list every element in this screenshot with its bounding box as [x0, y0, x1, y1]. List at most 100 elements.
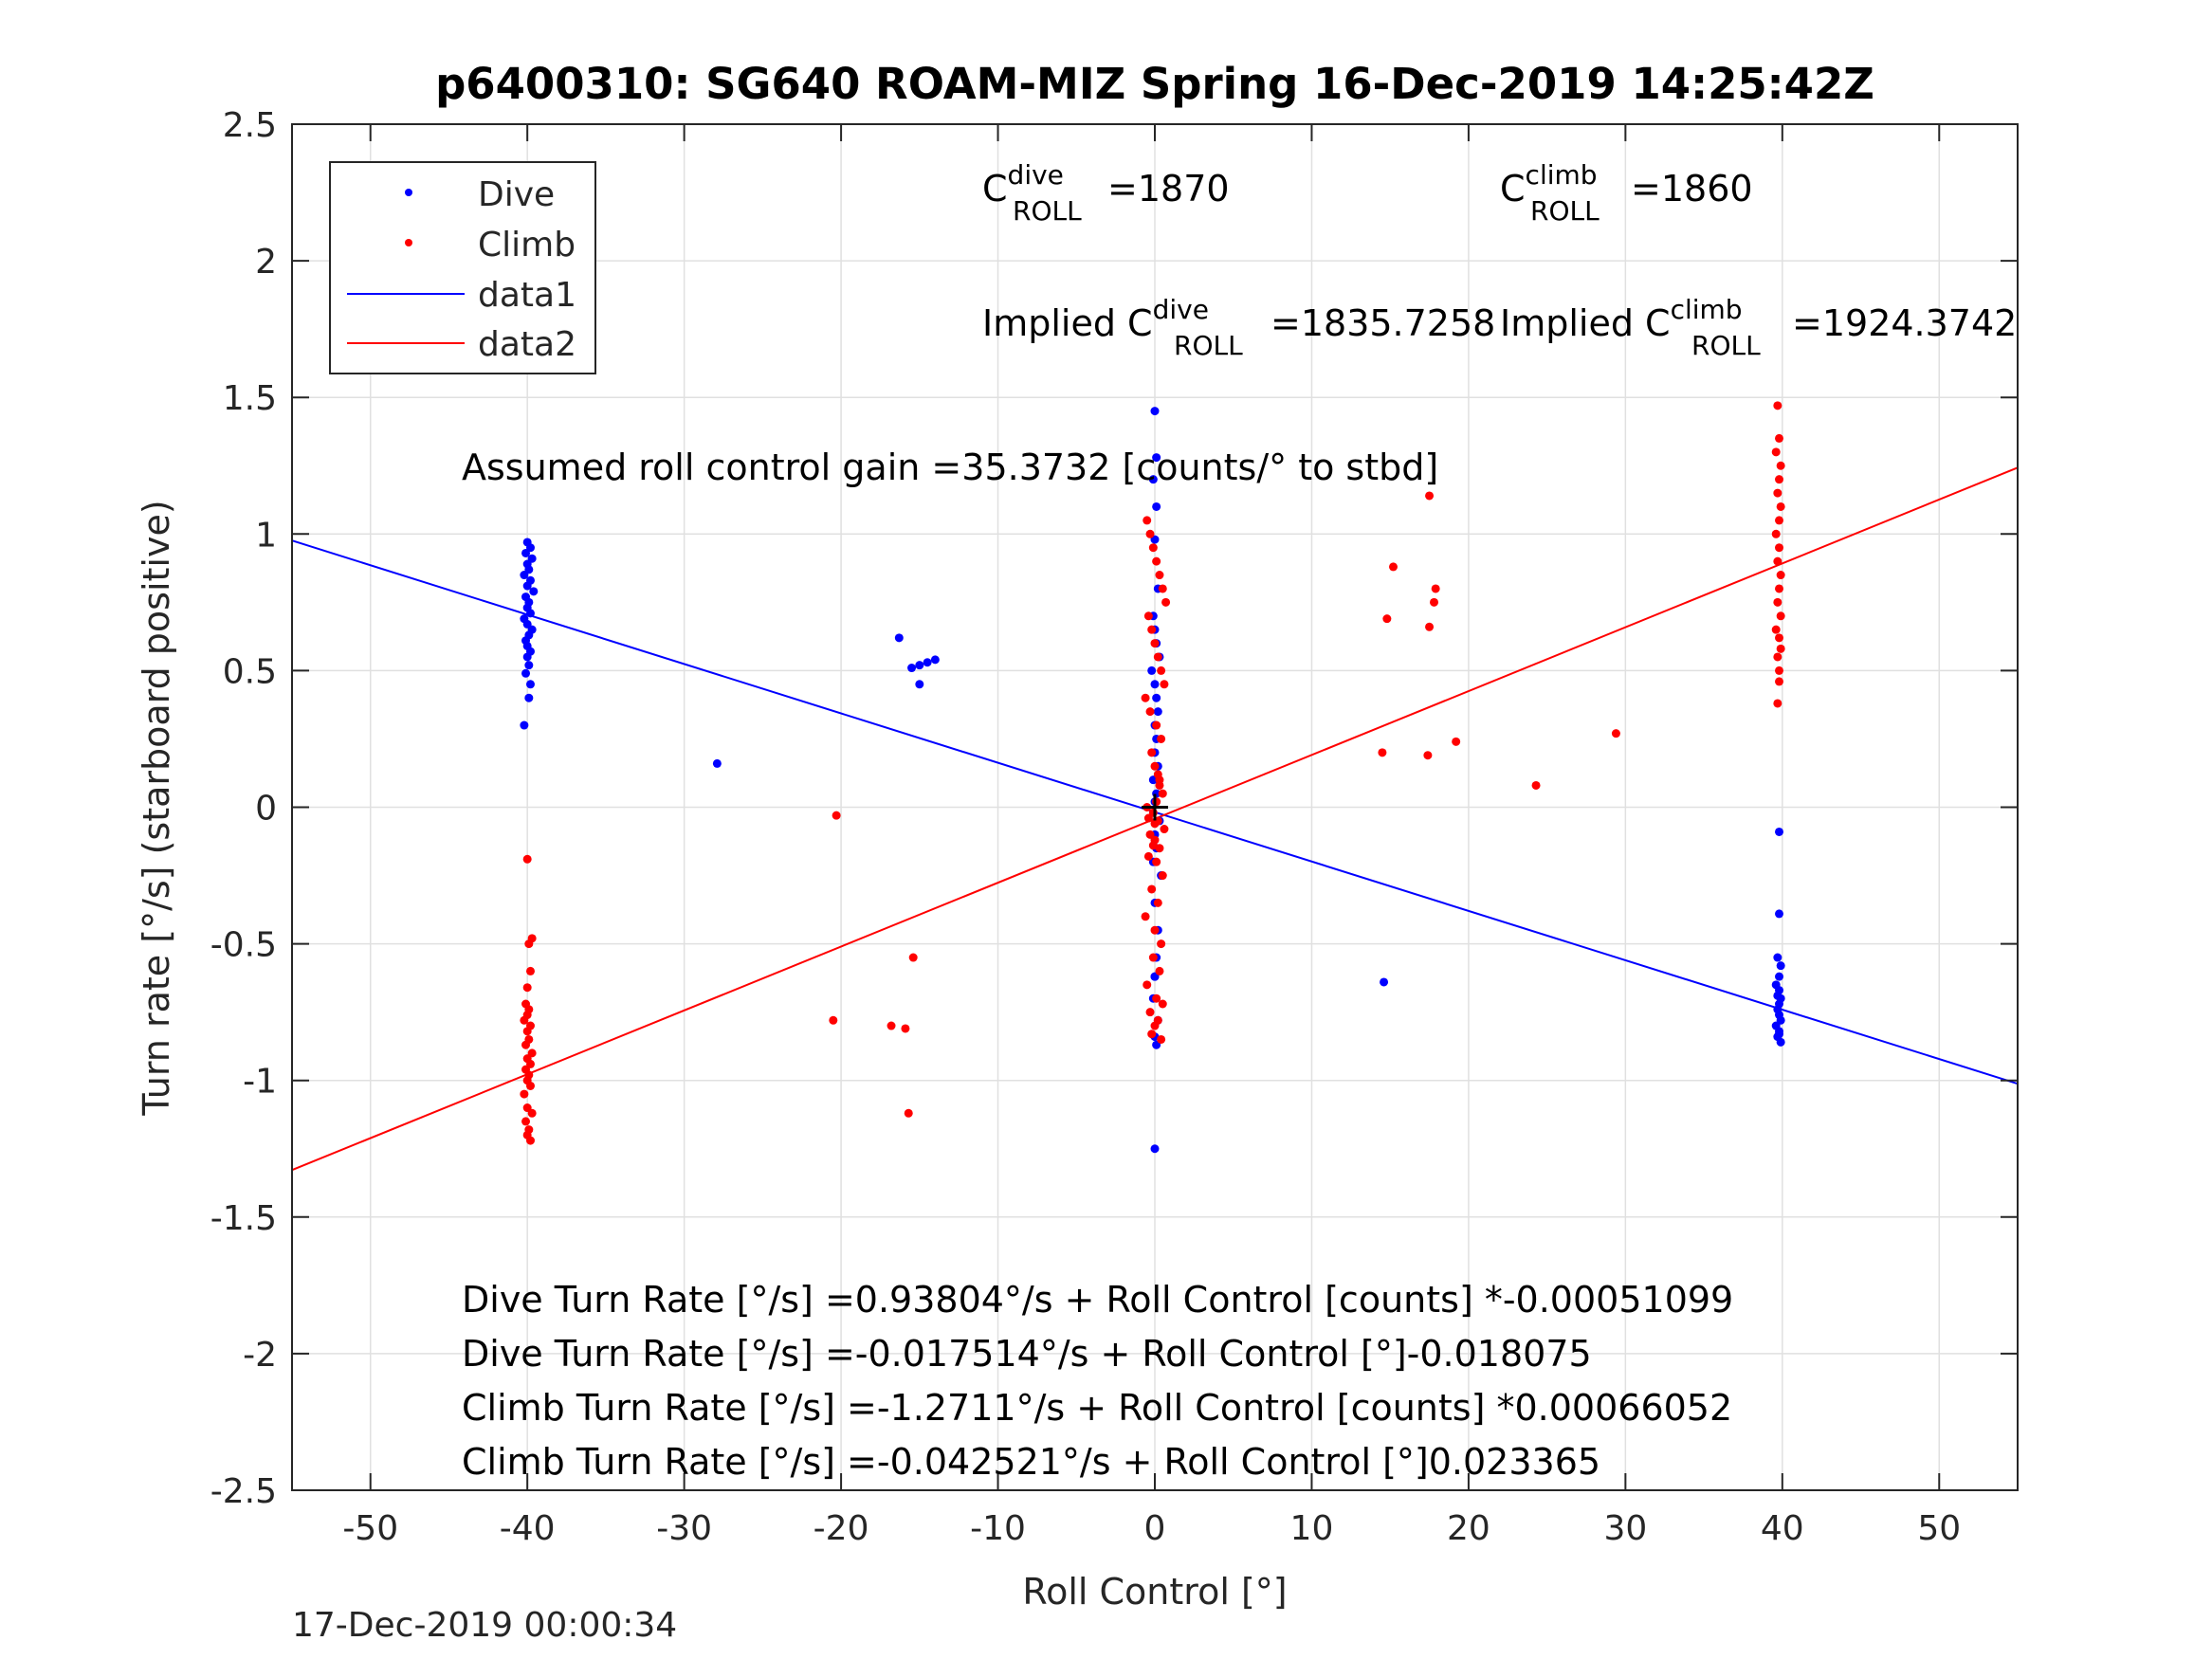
- y-tick-label: 1.5: [223, 379, 277, 418]
- climb-point: [1158, 871, 1167, 881]
- climb-point: [1141, 912, 1150, 921]
- implied-dive-value: =1835.7258: [1271, 302, 1495, 344]
- implied-climb-annotation: Implied Cclimb ROLL =1924.3742: [1500, 294, 2017, 361]
- climb-point: [1141, 693, 1150, 702]
- y-tick-label: -2: [243, 1336, 277, 1375]
- implied-climb-sup: climb: [1671, 294, 1743, 325]
- climb-point: [1145, 529, 1155, 538]
- c-climb-sub: ROLL: [1530, 195, 1600, 227]
- climb-point: [1158, 789, 1167, 798]
- climb-point: [1150, 761, 1160, 771]
- climb-point: [1158, 584, 1167, 593]
- climb-point: [1773, 556, 1782, 566]
- climb-point: [524, 1034, 534, 1044]
- climb-point: [904, 1108, 913, 1118]
- climb-point: [1152, 556, 1161, 566]
- climb-point: [1143, 813, 1153, 823]
- gain-annotation: Assumed roll control gain =35.3732 [coun…: [462, 447, 1438, 488]
- dive-point: [521, 548, 531, 557]
- dive-point: [520, 720, 529, 730]
- dive-point: [915, 680, 924, 689]
- y-tick-label: -1: [243, 1063, 277, 1102]
- climb-point: [1150, 639, 1160, 648]
- x-tick-label: 0: [1144, 1509, 1166, 1548]
- c-climb-annotation: Cclimb ROLL =1860: [1500, 159, 1753, 227]
- climb-point: [1773, 488, 1782, 498]
- implied-climb-base: Implied C: [1500, 302, 1671, 344]
- climb-point: [1148, 953, 1158, 962]
- climb-point: [1143, 516, 1152, 525]
- c-climb-value: =1860: [1631, 168, 1753, 210]
- climb-point: [1382, 614, 1392, 624]
- c-dive-annotation: Cdive ROLL =1870: [982, 159, 1230, 227]
- legend-climb-marker: [405, 239, 412, 246]
- origin-marker: [1142, 793, 1168, 821]
- legend-box: [329, 161, 596, 374]
- c-dive-sub: ROLL: [1013, 195, 1082, 227]
- y-tick-label: 2.5: [223, 106, 277, 145]
- dive-point: [1775, 909, 1784, 919]
- climb-point: [1150, 925, 1160, 935]
- climb-point: [1452, 737, 1461, 746]
- climb-point: [1147, 748, 1157, 757]
- climb-point: [522, 983, 532, 993]
- climb-point: [1775, 633, 1784, 643]
- dive-point: [1153, 707, 1162, 717]
- dive-point: [1150, 1144, 1160, 1154]
- dive-point: [522, 652, 532, 662]
- legend-dive-marker: [405, 189, 412, 196]
- equation-2: Dive Turn Rate [°/s] =-0.017514°/s + Rol…: [462, 1333, 1592, 1375]
- climb-point: [1147, 884, 1157, 894]
- implied-climb-sub: ROLL: [1691, 330, 1761, 361]
- implied-dive-annotation: Implied Cdive ROLL =1835.7258: [982, 294, 1495, 361]
- axis-ticks: [292, 123, 2018, 1491]
- climb-point: [1773, 597, 1782, 607]
- dive-point: [930, 655, 940, 665]
- climb-point: [1152, 720, 1161, 730]
- climb-point: [1378, 748, 1387, 757]
- climb-point: [522, 1103, 532, 1113]
- c-climb-sup: climb: [1526, 159, 1598, 191]
- climb-point: [1773, 699, 1782, 708]
- dive-point: [1775, 1030, 1784, 1039]
- c-climb-base: C: [1500, 168, 1526, 210]
- x-tick-label: -40: [500, 1509, 556, 1548]
- y-tick-label: -0.5: [210, 926, 277, 965]
- climb-point: [1776, 571, 1785, 580]
- climb-point: [1155, 571, 1164, 580]
- dive-point: [1380, 977, 1389, 987]
- climb-point: [1145, 707, 1155, 717]
- legend-climb-label: Climb: [478, 226, 576, 264]
- climb-point: [1425, 622, 1435, 631]
- legend: Dive Climb data1 data2: [329, 161, 596, 374]
- c-dive-sup: dive: [1008, 159, 1064, 191]
- dive-point: [525, 609, 535, 618]
- dive-point: [1147, 665, 1157, 675]
- climb-point: [1157, 665, 1166, 675]
- climb-point: [1430, 597, 1439, 607]
- y-tick-label: 1: [255, 516, 277, 555]
- x-tick-label: -50: [342, 1509, 398, 1548]
- x-tick-label: -10: [970, 1509, 1026, 1548]
- x-axis-label: Roll Control [°]: [1022, 1571, 1287, 1613]
- x-tick-label: -30: [656, 1509, 712, 1548]
- climb-point: [1388, 562, 1398, 572]
- chart-title: p6400310: SG640 ROAM-MIZ Spring 16-Dec-2…: [435, 59, 1874, 109]
- dive-point: [1776, 1037, 1785, 1047]
- climb-point: [1773, 401, 1782, 410]
- equation-1: Dive Turn Rate [°/s] =0.93804°/s + Roll …: [462, 1279, 1733, 1321]
- y-tick-labels: -2.5 -2 -1.5 -1 -0.5 0 0.5 1 1.5 2 2.5: [210, 106, 277, 1511]
- climb-point: [1150, 1021, 1160, 1030]
- x-tick-label: 50: [1917, 1509, 1961, 1548]
- climb-point: [1776, 501, 1785, 511]
- climb-point: [1771, 625, 1781, 634]
- c-dive-value: =1870: [1107, 168, 1230, 210]
- dive-point: [524, 693, 534, 702]
- climb-point: [1153, 898, 1162, 907]
- dive-point: [1775, 972, 1784, 981]
- climb-point: [1775, 433, 1784, 443]
- y-axis-label: Turn rate [°/s] (starboard positive): [136, 500, 177, 1116]
- climb-point: [1147, 1030, 1157, 1039]
- dive-point: [1152, 693, 1161, 702]
- climb-point: [522, 854, 532, 864]
